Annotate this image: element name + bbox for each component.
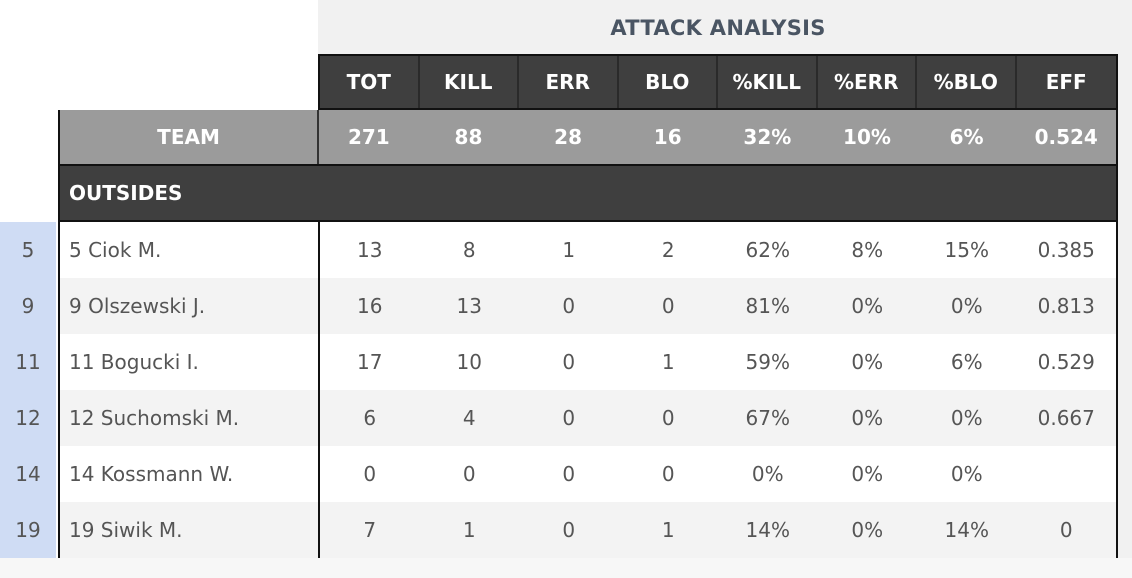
- stat-pct-blo: 14%: [944, 518, 989, 542]
- team-label: TEAM: [60, 110, 320, 164]
- player-rows: 5 Ciok M. 13 8 1 2 62% 8% 15% 0.385 9 Ol…: [58, 222, 1118, 558]
- stat-kill: 0: [462, 462, 476, 486]
- table-row[interactable]: 11 Bogucki I. 17 10 0 1 59% 0% 6% 0.529: [60, 334, 1116, 390]
- row-number: 12: [0, 390, 56, 446]
- bottom-margin-strip: [0, 558, 1132, 578]
- team-pct-kill: 32%: [743, 125, 792, 149]
- stat-pct-err: 0%: [851, 462, 884, 486]
- stat-blo: 0: [661, 406, 675, 430]
- stat-blo: 0: [661, 462, 675, 486]
- col-header-err[interactable]: ERR: [519, 56, 619, 108]
- stat-pct-blo: 15%: [944, 238, 989, 262]
- stat-eff: 0: [1059, 518, 1073, 542]
- player-name: 5 Ciok M.: [60, 222, 320, 278]
- stat-pct-kill: 14%: [745, 518, 790, 542]
- stat-kill: 13: [456, 294, 482, 318]
- section-label: OUTSIDES: [69, 181, 183, 205]
- stat-pct-err: 0%: [851, 294, 884, 318]
- stat-pct-err: 0%: [851, 350, 884, 374]
- stat-kill: 1: [462, 518, 476, 542]
- row-number: 14: [0, 446, 56, 502]
- stat-err: 0: [562, 294, 576, 318]
- table-title: ATTACK ANALYSIS: [318, 0, 1118, 56]
- stat-pct-kill: 59%: [745, 350, 790, 374]
- stat-blo: 0: [661, 294, 675, 318]
- stat-blo: 2: [661, 238, 675, 262]
- table-row[interactable]: 14 Kossmann W. 0 0 0 0 0% 0% 0%: [60, 446, 1116, 502]
- team-pct-err: 10%: [843, 125, 891, 149]
- col-header-eff[interactable]: EFF: [1045, 70, 1087, 94]
- stat-pct-blo: 6%: [950, 350, 983, 374]
- stat-eff: 0.813: [1037, 294, 1095, 318]
- stat-pct-kill: 67%: [745, 406, 790, 430]
- table-row[interactable]: 5 Ciok M. 13 8 1 2 62% 8% 15% 0.385: [60, 222, 1116, 278]
- stat-pct-err: 0%: [851, 518, 884, 542]
- player-name: 11 Bogucki I.: [60, 334, 320, 390]
- player-name: 14 Kossmann W.: [60, 446, 320, 502]
- stat-pct-blo: 0%: [950, 462, 983, 486]
- stat-pct-kill: 0%: [751, 462, 784, 486]
- team-eff: 0.524: [1034, 125, 1098, 149]
- stat-err: 0: [562, 518, 576, 542]
- col-header-kill[interactable]: KILL: [420, 56, 519, 108]
- stat-err: 1: [562, 238, 576, 262]
- row-number: 5: [0, 222, 56, 278]
- stat-eff: 0.529: [1037, 350, 1095, 374]
- stat-tot: 16: [357, 294, 383, 318]
- team-total-row: TEAM 271 88 28 16 32% 10% 6% 0.524: [58, 110, 1118, 166]
- col-header-pct-blo[interactable]: %BLO: [917, 56, 1017, 108]
- stat-kill: 8: [462, 238, 476, 262]
- stat-kill: 4: [462, 406, 476, 430]
- team-kill: 88: [454, 125, 483, 149]
- stat-blo: 1: [661, 518, 675, 542]
- table-row[interactable]: 19 Siwik M. 7 1 0 1 14% 0% 14% 0: [60, 502, 1116, 558]
- stat-tot: 13: [357, 238, 383, 262]
- stat-tot: 7: [363, 518, 377, 542]
- row-number: 11: [0, 334, 56, 390]
- row-number: 19: [0, 502, 56, 558]
- stat-tot: 17: [357, 350, 383, 374]
- col-header-pct-err[interactable]: %ERR: [818, 56, 917, 108]
- row-number: 9: [0, 278, 56, 334]
- stat-eff: 0.667: [1037, 406, 1095, 430]
- table-row[interactable]: 12 Suchomski M. 6 4 0 0 67% 0% 0% 0.667: [60, 390, 1116, 446]
- stat-err: 0: [562, 406, 576, 430]
- right-margin-strip: [1118, 0, 1132, 578]
- column-header-row: TOT KILL ERR BLO %KILL %ERR %BLO EFF: [318, 54, 1118, 110]
- stat-tot: 0: [363, 462, 377, 486]
- col-header-blo[interactable]: BLO: [619, 56, 718, 108]
- section-header-outsides: OUTSIDES: [58, 166, 1118, 222]
- stat-pct-blo: 0%: [950, 294, 983, 318]
- stat-pct-kill: 62%: [745, 238, 790, 262]
- team-blo: 16: [653, 125, 682, 149]
- stat-pct-err: 0%: [851, 406, 884, 430]
- stat-pct-blo: 0%: [950, 406, 983, 430]
- stat-pct-kill: 81%: [745, 294, 790, 318]
- player-name: 19 Siwik M.: [60, 502, 320, 558]
- stat-err: 0: [562, 350, 576, 374]
- team-err: 28: [554, 125, 583, 149]
- player-name: 9 Olszewski J.: [60, 278, 320, 334]
- stat-eff: [1017, 446, 1117, 502]
- stat-err: 0: [562, 462, 576, 486]
- stat-kill: 10: [456, 350, 482, 374]
- stat-eff: 0.385: [1037, 238, 1095, 262]
- col-header-tot[interactable]: TOT: [320, 56, 420, 108]
- stat-pct-err: 8%: [851, 238, 884, 262]
- team-tot: 271: [347, 125, 390, 149]
- stat-tot: 6: [363, 406, 377, 430]
- table-row[interactable]: 9 Olszewski J. 16 13 0 0 81% 0% 0% 0.813: [60, 278, 1116, 334]
- stat-blo: 1: [661, 350, 675, 374]
- team-pct-blo: 6%: [949, 125, 984, 149]
- col-header-pct-kill[interactable]: %KILL: [718, 56, 818, 108]
- player-name: 12 Suchomski M.: [60, 390, 320, 446]
